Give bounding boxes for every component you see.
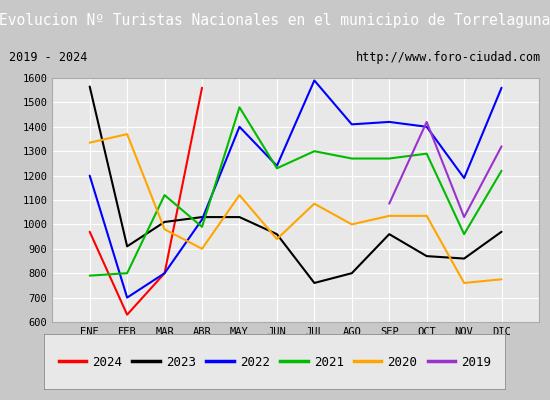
Legend: 2024, 2023, 2022, 2021, 2020, 2019: 2024, 2023, 2022, 2021, 2020, 2019 [54, 350, 496, 374]
Text: http://www.foro-ciudad.com: http://www.foro-ciudad.com [355, 51, 541, 64]
FancyBboxPatch shape [44, 334, 506, 390]
Text: Evolucion Nº Turistas Nacionales en el municipio de Torrelaguna: Evolucion Nº Turistas Nacionales en el m… [0, 14, 550, 28]
Text: 2019 - 2024: 2019 - 2024 [9, 51, 87, 64]
